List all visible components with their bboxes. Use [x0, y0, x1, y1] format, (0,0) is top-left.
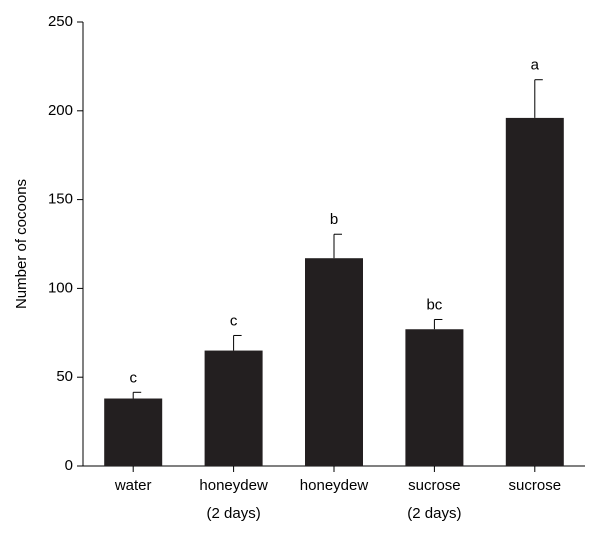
significance-letter: c	[129, 369, 137, 386]
bar	[104, 398, 163, 466]
bar	[305, 258, 363, 466]
y-tick-label: 100	[48, 279, 73, 296]
significance-letter: c	[230, 312, 238, 329]
significance-letter: a	[531, 57, 540, 74]
x-tick-label: sucrose	[509, 477, 562, 494]
significance-letter: bc	[426, 296, 442, 313]
y-tick-label: 250	[48, 13, 73, 30]
bar	[204, 350, 263, 466]
y-tick-label: 0	[65, 457, 73, 474]
x-tick-label: honeydew (2 days)	[199, 477, 268, 522]
y-tick-label: 150	[48, 191, 73, 208]
x-tick-label: water	[114, 477, 152, 494]
x-tick-label: honeydew	[300, 477, 369, 494]
bar	[505, 117, 564, 467]
y-axis-label: Number of cocoons	[13, 179, 30, 309]
y-tick-label: 200	[48, 102, 73, 119]
bar	[405, 329, 464, 466]
significance-letter: b	[330, 211, 338, 228]
y-tick-label: 50	[56, 368, 73, 385]
x-tick-label: sucrose (2 days)	[407, 477, 461, 522]
